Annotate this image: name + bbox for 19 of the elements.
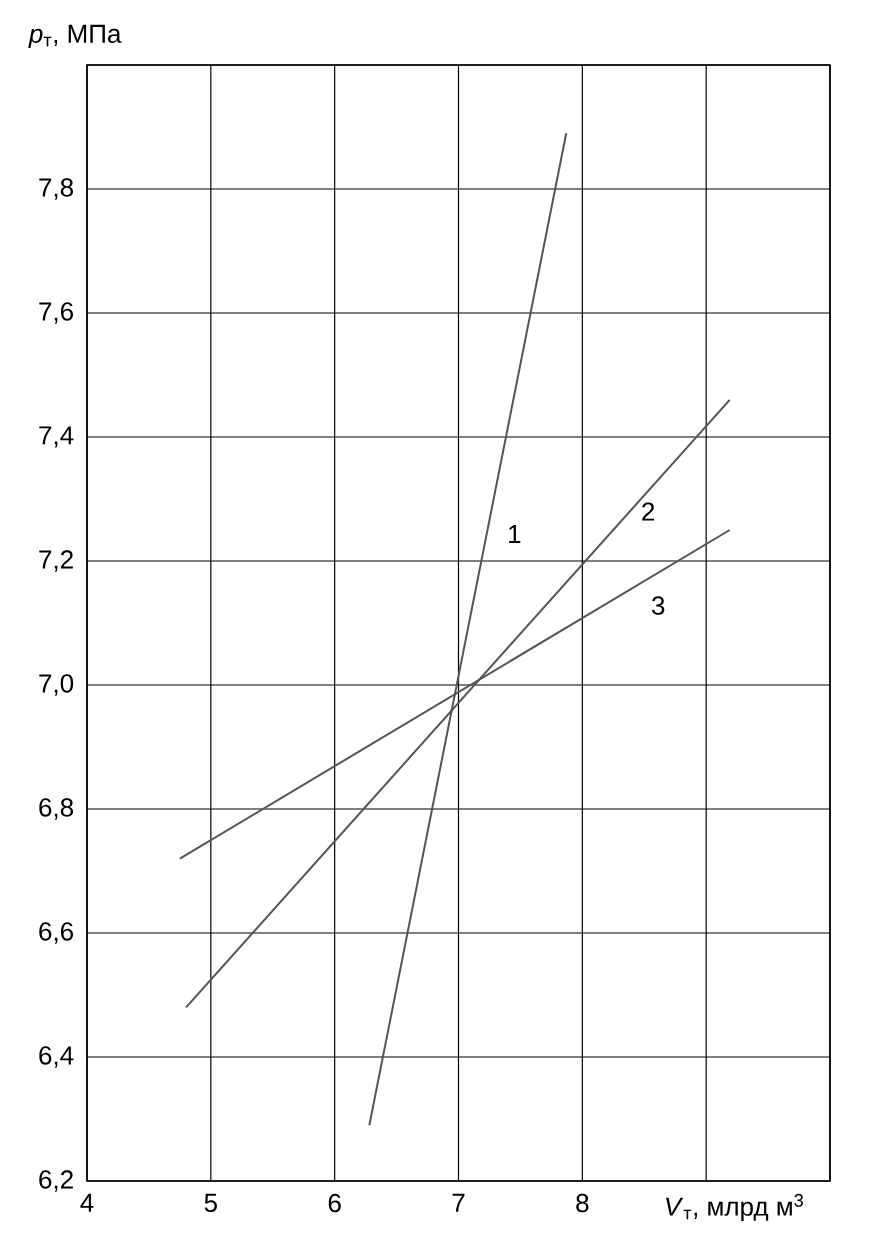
series-label: 3 [651, 596, 665, 615]
y-tick-label: 7,2 [39, 550, 73, 572]
y-tick-label: 7,0 [39, 674, 74, 696]
x-tick-label: 5 [204, 1193, 217, 1212]
x-tick-label: 4 [80, 1193, 94, 1212]
y-tick-label: 7,4 [39, 426, 74, 448]
y-axis-title: p$_{т}$, МПа [28, 24, 122, 49]
y-tick-label: 6,6 [39, 922, 73, 944]
y-tick-label: 6,4 [39, 1046, 74, 1068]
y-tick-label: 6,2 [39, 1170, 73, 1192]
y-tick-label: 7,6 [39, 302, 73, 324]
series-label: 1 [509, 525, 521, 544]
series-label: 2 [642, 502, 655, 521]
x-tick-label: 8 [576, 1193, 589, 1213]
x-tick-label: 6 [328, 1193, 341, 1213]
x-tick-label: 7 [452, 1193, 465, 1212]
y-tick-label: 6,8 [39, 798, 74, 820]
x-axis-title: V$_{т}$, млрд м$^{3}$ [666, 1193, 804, 1221]
y-tick-label: 7,8 [39, 178, 74, 200]
